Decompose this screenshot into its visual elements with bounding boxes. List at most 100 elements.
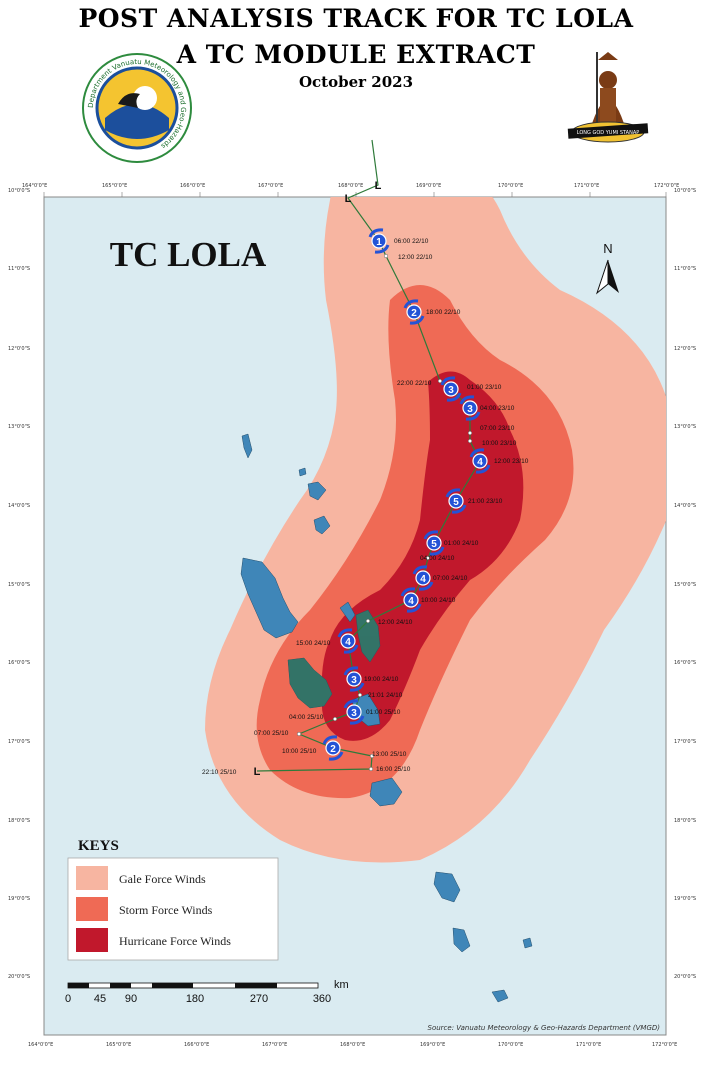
- cyclone-category-symbol: 5: [423, 530, 445, 556]
- lat-label-right-11: 11°0'0"S: [674, 266, 697, 272]
- cyclone-category-symbol: 4: [469, 448, 491, 474]
- lon-label-top-164: 164°0'0"E: [22, 183, 48, 189]
- source-credit: Source: Vanuatu Meteorology & Geo-Hazard…: [427, 1024, 660, 1032]
- lat-label-right-13: 13°0'0"S: [674, 424, 697, 430]
- lat-label-right-10: 10°0'0"S: [674, 188, 697, 194]
- map-title: TC LOLA: [110, 235, 267, 274]
- scale-tick-0: 0: [65, 993, 71, 1005]
- lat-label-left-17: 17°0'0"S: [8, 739, 31, 745]
- low-marker: L: [375, 180, 382, 192]
- scale-tick-180: 180: [186, 993, 204, 1005]
- cyclone-category-number: 4: [420, 574, 426, 585]
- track-point: [467, 438, 473, 444]
- cyclone-category-number: 3: [448, 385, 454, 396]
- lon-label-top-168: 168°0'0"E: [338, 183, 364, 189]
- cyclone-category-number: 2: [411, 308, 417, 319]
- track-time-label: 18:00 22/10: [426, 309, 461, 316]
- track-time-label: 01:00 24/10: [444, 540, 479, 547]
- cyclone-category-number: 4: [477, 457, 483, 468]
- lon-label-bottom-172: 172°0'0"E: [652, 1042, 678, 1048]
- lon-label-top-171: 171°0'0"E: [574, 183, 600, 189]
- track-point: [332, 716, 338, 722]
- cyclone-category-number: 3: [351, 708, 357, 719]
- track-time-label: 15:00 24/10: [296, 640, 331, 647]
- title-line-2: A TC MODULE EXTRACT: [176, 40, 536, 69]
- lon-label-bottom-169: 169°0'0"E: [420, 1042, 446, 1048]
- lat-label-left-16: 16°0'0"S: [8, 660, 31, 666]
- track-time-label: 21:00 23/10: [468, 498, 503, 505]
- track-point: [425, 555, 431, 561]
- coat-of-arms-logo: LONG GOD YUMI STANAP: [567, 52, 649, 143]
- lat-label-left-15: 15°0'0"S: [8, 582, 31, 588]
- lat-label-left-12: 12°0'0"S: [8, 346, 31, 352]
- cyclone-category-symbol: 2: [322, 735, 344, 761]
- track-time-label: 10:00 23/10: [482, 440, 517, 447]
- track-point: [368, 766, 374, 772]
- cyclone-category-symbol: 3: [343, 666, 365, 692]
- legend-swatch-storm: [76, 897, 108, 921]
- cyclone-category-symbol: 3: [459, 395, 481, 421]
- lon-label-top-166: 166°0'0"E: [180, 183, 206, 189]
- track-time-label: 12:00 23/10: [494, 458, 529, 465]
- legend-swatch-gale: [76, 866, 108, 890]
- lat-label-right-14: 14°0'0"S: [674, 503, 697, 509]
- legend-label-storm: Storm Force Winds: [119, 903, 213, 917]
- cyclone-category-symbol: 3: [343, 699, 365, 725]
- low-marker: L: [254, 766, 261, 778]
- cyclone-category-symbol: 4: [400, 587, 422, 613]
- track-time-label: 04:00 23/10: [480, 405, 515, 412]
- lon-label-top-170: 170°0'0"E: [498, 183, 524, 189]
- north-label: N: [603, 241, 612, 256]
- track-time-label: 04:00 25/10: [289, 714, 324, 721]
- cyclone-category-number: 5: [453, 497, 459, 508]
- lat-label-left-11: 11°0'0"S: [8, 266, 31, 272]
- legend-title: KEYS: [78, 838, 119, 854]
- lat-label-left-14: 14°0'0"S: [8, 503, 31, 509]
- track-time-label: 10:00 25/10: [282, 748, 317, 755]
- track-time-label: 22:10 25/10: [202, 769, 237, 776]
- track-point: [357, 692, 363, 698]
- scale-tick-360: 360: [313, 993, 331, 1005]
- cyclone-category-number: 2: [330, 744, 336, 755]
- scale-tick-270: 270: [250, 993, 268, 1005]
- lon-label-bottom-165: 165°0'0"E: [106, 1042, 132, 1048]
- scale-tick-90: 90: [125, 993, 137, 1005]
- track-time-label: 12:00 22/10: [398, 254, 433, 261]
- title-line-1: POST ANALYSIS TRACK FOR TC LOLA: [78, 4, 634, 33]
- cyclone-category-symbol: 2: [403, 299, 425, 325]
- cyclone-category-number: 3: [351, 675, 357, 686]
- cyclone-category-number: 5: [431, 539, 437, 550]
- cyclone-category-symbol: 5: [445, 488, 467, 514]
- cyclone-category-symbol: 1: [368, 228, 390, 254]
- track-time-label: 12:00 24/10: [378, 619, 413, 626]
- track-time-label: 06:00 22/10: [394, 238, 429, 245]
- track-time-label: 10:00 24/10: [421, 597, 456, 604]
- track-point: [369, 753, 375, 759]
- track-time-label: 13:00 25/10: [372, 751, 407, 758]
- track-time-label: 01:00 25/10: [366, 709, 401, 716]
- lat-label-right-20: 20°0'0"S: [674, 974, 697, 980]
- lat-label-right-15: 15°0'0"S: [674, 582, 697, 588]
- lat-label-right-18: 18°0'0"S: [674, 818, 697, 824]
- low-marker: L: [345, 193, 352, 205]
- track-point: [296, 731, 302, 737]
- cyclone-category-number: 3: [467, 404, 473, 415]
- lat-label-left-19: 19°0'0"S: [8, 896, 31, 902]
- track-time-label: 22:00 22/10: [397, 380, 432, 387]
- legend-label-gale: Gale Force Winds: [119, 872, 206, 886]
- lon-label-bottom-164: 164°0'0"E: [28, 1042, 54, 1048]
- scale-unit: km: [334, 979, 349, 991]
- report-date: October 2023: [298, 73, 414, 91]
- cyclone-category-symbol: 4: [337, 628, 359, 654]
- legend: KEYS Gale Force Winds Storm Force Winds …: [67, 838, 279, 961]
- legend-swatch-hurricane: [76, 928, 108, 952]
- north-arrow: N: [595, 241, 619, 295]
- cyclone-category-symbol: 3: [440, 376, 462, 402]
- cyclone-category-symbol: 4: [412, 565, 434, 591]
- track-time-label: 07:00 23/10: [480, 425, 515, 432]
- lon-label-bottom-171: 171°0'0"E: [576, 1042, 602, 1048]
- lat-label-left-20: 20°0'0"S: [8, 974, 31, 980]
- track-point: [383, 253, 389, 259]
- lon-label-top-167: 167°0'0"E: [258, 183, 284, 189]
